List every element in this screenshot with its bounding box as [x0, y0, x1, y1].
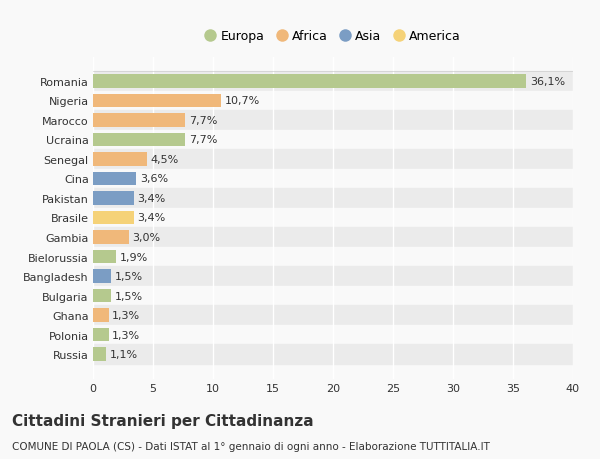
Text: 1,5%: 1,5%: [115, 271, 143, 281]
Bar: [93, 289, 111, 303]
Bar: [93, 153, 147, 167]
Bar: [93, 189, 573, 208]
Bar: [93, 192, 134, 205]
Bar: [93, 111, 573, 130]
Text: 1,3%: 1,3%: [112, 310, 140, 320]
Bar: [93, 95, 221, 108]
Bar: [93, 130, 573, 150]
Bar: [93, 172, 136, 186]
Legend: Europa, Africa, Asia, America: Europa, Africa, Asia, America: [200, 25, 466, 48]
Text: Cittadini Stranieri per Cittadinanza: Cittadini Stranieri per Cittadinanza: [12, 413, 314, 428]
Text: 3,4%: 3,4%: [137, 194, 166, 203]
Bar: [93, 269, 111, 283]
Bar: [93, 133, 185, 147]
Bar: [93, 228, 573, 247]
Bar: [93, 114, 185, 128]
Bar: [93, 308, 109, 322]
Bar: [93, 247, 573, 267]
Bar: [93, 328, 109, 341]
Bar: [93, 169, 573, 189]
Bar: [93, 286, 573, 306]
Text: 4,5%: 4,5%: [151, 155, 179, 165]
Text: COMUNE DI PAOLA (CS) - Dati ISTAT al 1° gennaio di ogni anno - Elaborazione TUTT: COMUNE DI PAOLA (CS) - Dati ISTAT al 1° …: [12, 441, 490, 451]
Bar: [93, 211, 134, 225]
Bar: [93, 306, 573, 325]
Text: 7,7%: 7,7%: [189, 135, 217, 145]
Bar: [93, 345, 573, 364]
Text: 10,7%: 10,7%: [225, 96, 260, 106]
Bar: [93, 91, 573, 111]
Text: 3,4%: 3,4%: [137, 213, 166, 223]
Text: 1,5%: 1,5%: [115, 291, 143, 301]
Bar: [93, 208, 573, 228]
Text: 1,9%: 1,9%: [119, 252, 148, 262]
Text: 1,3%: 1,3%: [112, 330, 140, 340]
Bar: [93, 231, 129, 244]
Bar: [93, 75, 526, 89]
Bar: [93, 150, 573, 169]
Text: 3,6%: 3,6%: [140, 174, 168, 184]
Bar: [93, 267, 573, 286]
Text: 36,1%: 36,1%: [530, 77, 565, 87]
Bar: [93, 347, 106, 361]
Text: 1,1%: 1,1%: [110, 349, 138, 359]
Bar: [93, 325, 573, 345]
Text: 3,0%: 3,0%: [133, 233, 161, 242]
Bar: [93, 72, 573, 91]
Text: 7,7%: 7,7%: [189, 116, 217, 126]
Bar: [93, 250, 116, 264]
